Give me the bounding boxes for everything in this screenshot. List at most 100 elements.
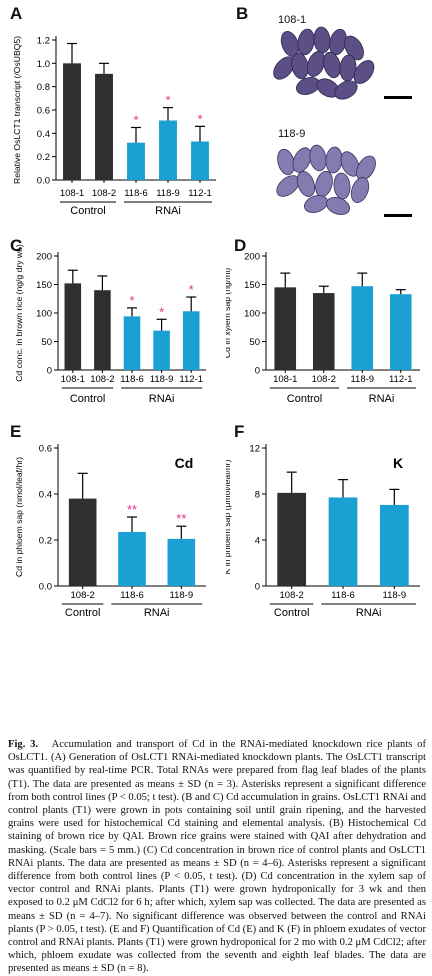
bar xyxy=(328,497,358,586)
y-tick-label: 0.2 xyxy=(39,536,52,547)
bar xyxy=(68,498,97,586)
chart-c-cd-brown-rice: 0 50 100 150 200 Cd conc. in brown rice (ng/g… xyxy=(14,244,206,405)
y-axis-label: Relative OsLCT1 transcript (/OsUBQ5) xyxy=(12,36,22,184)
panel-letter-e: E xyxy=(10,422,22,441)
x-tick-label: 108-2 xyxy=(71,590,95,601)
group-label: Control xyxy=(287,393,322,405)
x-tick-label: 108-1 xyxy=(60,188,84,199)
bar xyxy=(277,492,307,586)
caption-lead: Fig. 3. xyxy=(8,739,39,750)
y-tick-label: 100 xyxy=(36,309,52,320)
y-tick-label: 12 xyxy=(249,444,260,455)
bar xyxy=(274,287,297,370)
group-label: RNAi xyxy=(369,393,395,405)
chart-e-cd-phloem-sap: 0.0 0.2 0.4 0.6 Cd in phloem sap (nmol/leaf/… xyxy=(14,444,206,619)
grains-108-1-image xyxy=(273,26,412,100)
x-tick-label: 112-1 xyxy=(179,374,203,385)
panel-letter-a: A xyxy=(10,4,23,23)
y-axis-label: K in phloem sap (μmol/leaf/hr) xyxy=(226,459,232,574)
x-tick-label: 108-2 xyxy=(280,590,304,601)
group-label: Control xyxy=(70,205,105,217)
panel-letter-c: C xyxy=(10,236,23,255)
x-tick-label: 118-6 xyxy=(331,590,355,601)
grains-118-9-image xyxy=(276,144,412,217)
y-tick-label: 0.6 xyxy=(39,444,52,455)
x-tick-label: 112-1 xyxy=(188,188,212,199)
bar xyxy=(123,316,141,370)
x-tick-label: 108-2 xyxy=(90,374,114,385)
bar xyxy=(95,73,113,180)
bar xyxy=(63,63,81,181)
x-tick-label: 108-2 xyxy=(92,188,116,199)
bar xyxy=(64,283,82,370)
x-tick-label: 118-6 xyxy=(120,374,144,385)
y-tick-label: 150 xyxy=(36,280,52,291)
x-tick-label: 118-9 xyxy=(156,188,180,199)
x-tick-label: 118-9 xyxy=(350,374,374,385)
y-tick-label: 50 xyxy=(249,337,260,348)
bar xyxy=(389,294,412,370)
y-tick-label: 0 xyxy=(255,366,260,377)
chart-d-cd-xylem-sap: 0 50 100 150 200 Cd in xylem sap (ng/ml) 108-1… xyxy=(226,252,420,405)
y-tick-label: 100 xyxy=(244,309,260,320)
significance-mark: ** xyxy=(176,511,186,526)
x-tick-label: 118-6 xyxy=(120,590,144,601)
significance-mark: * xyxy=(189,282,194,297)
caption-body: (A) Generation of OsLCT1 RNAi-mediated k… xyxy=(8,752,426,975)
grain-photos: 108-1 118-9 xyxy=(258,10,428,224)
significance-mark: * xyxy=(165,93,170,108)
x-tick-label: 108-1 xyxy=(273,374,297,385)
x-tick-label: 108-2 xyxy=(312,374,336,385)
chart-title: K xyxy=(393,455,403,471)
chart-a-oslct1-transcript: 0.0 0.2 0.4 0.6 0.8 1.0 1.2 Relative OsLCT1 tra… xyxy=(12,36,216,217)
panel-letter-b: B xyxy=(236,4,249,23)
photo-118-9-label: 118-9 xyxy=(278,128,306,140)
group-label: RNAi xyxy=(155,205,181,217)
y-tick-label: 8 xyxy=(255,490,260,501)
y-tick-label: 0.4 xyxy=(39,490,52,501)
bar xyxy=(379,504,409,586)
bar xyxy=(351,286,374,370)
y-tick-label: 4 xyxy=(255,536,260,547)
significance-mark: * xyxy=(129,293,134,308)
y-tick-label: 0.4 xyxy=(37,129,50,140)
x-tick-label: 112-1 xyxy=(389,374,413,385)
panel-letter-f: F xyxy=(234,422,245,441)
y-tick-label: 1.0 xyxy=(37,59,50,70)
y-tick-label: 50 xyxy=(41,337,52,348)
x-tick-label: 118-9 xyxy=(170,590,194,601)
x-tick-label: 118-6 xyxy=(124,188,148,199)
y-axis-label: Cd in xylem sap (ng/ml) xyxy=(226,268,232,358)
panel-letter-d: D xyxy=(234,236,247,255)
group-label: Control xyxy=(65,607,100,619)
group-label: Control xyxy=(274,607,309,619)
bar xyxy=(312,293,335,370)
chart-title: Cd xyxy=(175,455,194,471)
bar xyxy=(94,290,111,370)
y-axis-label: Cd in phloem sap (nmol/leaf/hr) xyxy=(14,457,24,577)
bar xyxy=(167,538,196,586)
y-tick-label: 150 xyxy=(244,280,260,291)
group-label: RNAi xyxy=(144,607,170,619)
x-tick-label: 108-1 xyxy=(61,374,85,385)
significance-mark: ** xyxy=(127,502,137,517)
x-tick-label: 118-9 xyxy=(383,590,407,601)
significance-mark: * xyxy=(159,304,164,319)
photo-108-1-label: 108-1 xyxy=(278,14,307,26)
bar xyxy=(182,311,200,370)
y-tick-label: 0.2 xyxy=(37,152,50,163)
y-axis-label: Cd conc. in brown rice (ng/g dry wt.) xyxy=(14,244,24,382)
x-tick-label: 118-9 xyxy=(150,374,174,385)
y-tick-label: 0.0 xyxy=(37,176,50,187)
bar xyxy=(118,531,146,586)
bar xyxy=(191,141,209,180)
bar xyxy=(159,120,177,180)
significance-mark: * xyxy=(197,111,202,126)
bar xyxy=(127,142,145,180)
group-label: Control xyxy=(70,393,105,405)
group-label: RNAi xyxy=(356,607,382,619)
y-tick-label: 1.2 xyxy=(37,36,50,47)
bar xyxy=(153,330,170,370)
chart-f-k-phloem-sap: 0 4 8 12 K in phloem sap (μmol/leaf/hr) K 108-… xyxy=(226,444,420,619)
caption-title: Accumulation and transport of Cd in the … xyxy=(8,739,426,764)
